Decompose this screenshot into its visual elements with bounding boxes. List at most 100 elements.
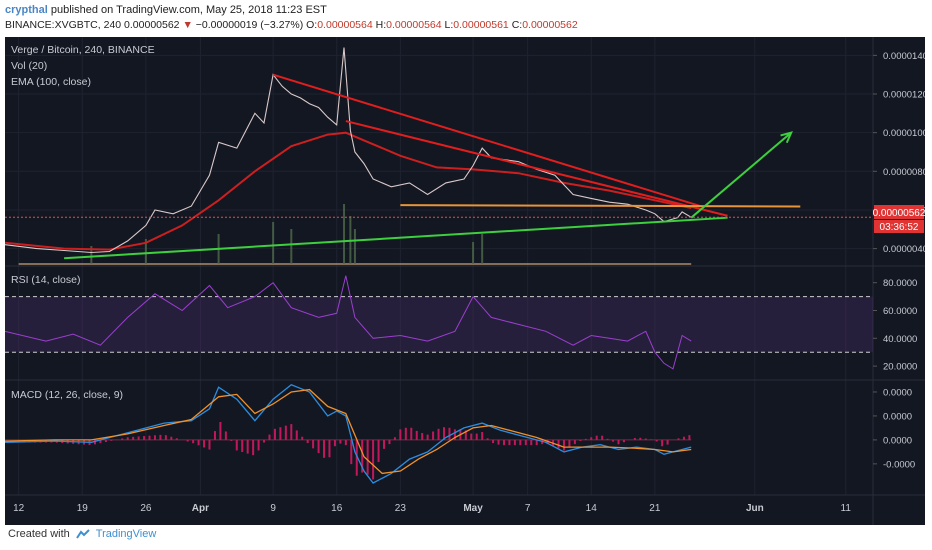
footer-brand[interactable]: TradingView [95, 528, 157, 540]
volume-bar [144, 239, 147, 264]
macd-histogram-bar [606, 438, 609, 440]
macd-histogram-bar [448, 427, 451, 440]
macd-histogram-bar [464, 430, 467, 440]
macd-histogram-bar [573, 439, 576, 445]
time-tick-label: 14 [586, 503, 598, 514]
macd-histogram-bar [644, 438, 647, 440]
volume-bar [343, 204, 346, 264]
macd-histogram-bar [268, 434, 271, 440]
published-text: published on TradingView.com, May 25, 20… [50, 4, 327, 16]
macd-tick-label: 0.0000 [883, 435, 912, 446]
macd-histogram-bar [350, 439, 353, 465]
trendline-descending-resistance [272, 73, 701, 208]
macd-histogram-bar [99, 439, 102, 444]
high-value: 0.00000564 [386, 19, 442, 31]
macd-histogram-bar [557, 439, 560, 449]
macd-histogram-bar [93, 439, 96, 445]
legend-title: Verge / Bitcoin, 240, BINANCE [11, 44, 155, 56]
macd-histogram-bar [410, 427, 413, 440]
high-label: H: [375, 19, 387, 31]
macd-histogram-bar [263, 439, 266, 443]
volume-bar [290, 229, 293, 264]
price-tick-label: 0.00001400 [883, 51, 925, 62]
macd-histogram-bar [650, 439, 653, 440]
rsi-line [4, 275, 692, 370]
time-tick-label: 23 [395, 503, 407, 514]
tradingview-logo-icon [75, 529, 90, 539]
legend-macd: MACD (12, 26, close, 9) [11, 389, 123, 401]
volume-bar [472, 242, 475, 264]
volume-bar [90, 246, 93, 264]
macd-histogram-bar [137, 436, 140, 440]
rsi-tick-label: 40.0000 [883, 334, 917, 345]
macd-histogram-bar [203, 439, 206, 448]
symbol-label: BINANCE:XVGBTC, 240 [5, 19, 122, 31]
price-series [4, 47, 692, 254]
macd-histogram-bar [273, 428, 276, 440]
rsi-axis-ticks: 80.0000 60.0000 40.0000 20.0000 [873, 278, 917, 373]
macd-histogram-bar [442, 427, 445, 440]
trendline-horizontal-support [400, 204, 801, 208]
macd-histogram-bar [612, 439, 615, 442]
macd-histogram-bar [666, 439, 669, 445]
macd-histogram-bar [535, 439, 538, 446]
macd-histogram-bar [366, 439, 369, 475]
header-line-1: crypthal published on TradingView.com, M… [5, 4, 327, 16]
macd-histogram-bar [492, 439, 495, 444]
macd-histogram-bar [104, 439, 107, 443]
macd-histogram-bar [110, 439, 113, 441]
macd-histogram-bar [301, 436, 304, 440]
macd-histogram-bar [213, 431, 216, 440]
macd-histogram-bar [295, 430, 298, 440]
time-tick-label: 21 [649, 503, 661, 514]
time-tick-label: 26 [140, 503, 152, 514]
macd-histogram-bar [639, 437, 642, 440]
legend-rsi: RSI (14, close) [11, 274, 80, 286]
chart-svg[interactable]: 0.00001400 0.00001200 0.00001000 0.00000800… [4, 37, 932, 525]
time-tick-label: 9 [270, 503, 276, 514]
macd-histogram-bar [290, 424, 293, 440]
low-value: 0.00000561 [453, 19, 509, 31]
legend-ema: EMA (100, close) [11, 76, 91, 88]
rsi-band-fill [5, 296, 873, 353]
macd-histogram-bar [530, 439, 533, 446]
trendlines[interactable] [64, 73, 801, 260]
macd-histogram-bar [421, 433, 424, 440]
time-tick-label: 12 [13, 503, 25, 514]
trendline-projection [690, 131, 792, 219]
macd-histogram-bar [568, 439, 571, 448]
macd-histogram-bar [497, 439, 500, 445]
macd-histogram-bar [513, 439, 516, 446]
macd-tick-label: -0.0000 [883, 459, 915, 470]
price-tick-label: 0.00001200 [883, 90, 925, 101]
macd-histogram-bar [328, 439, 331, 458]
macd-histogram-bar [252, 439, 255, 456]
macd-histogram-bar [502, 439, 505, 446]
macd-histogram-bar [192, 439, 195, 444]
ema-line [4, 131, 692, 251]
macd-histogram-bar [677, 438, 680, 440]
macd-histogram-bar [344, 439, 347, 446]
macd-histogram-bar [508, 439, 511, 446]
macd-tick-label: 0.0000 [883, 411, 912, 422]
macd-histogram-bar [208, 439, 211, 450]
macd-histogram-bar [688, 435, 691, 440]
macd-histogram-bar [355, 439, 358, 476]
macd-tick-label: 0.0000 [883, 387, 912, 398]
volume-bar [481, 234, 484, 264]
author-name[interactable]: crypthal [5, 4, 48, 16]
macd-axis-ticks: 0.0000 0.0000 0.0000 -0.0000 [873, 387, 915, 470]
macd-histogram-bar [475, 433, 478, 440]
macd-histogram-bar [383, 439, 386, 449]
rsi-tick-label: 60.0000 [883, 306, 917, 317]
legend-vol: Vol (20) [11, 60, 47, 72]
time-tick-label: Apr [192, 503, 209, 514]
chart-area[interactable]: 0.00001400 0.00001200 0.00001000 0.00000800… [4, 37, 932, 525]
macd-histogram-bar [404, 427, 407, 440]
macd-histogram-bar [132, 436, 135, 440]
macd-histogram-bar [393, 437, 396, 440]
macd-histogram-bar [121, 438, 124, 440]
rsi-tick-label: 20.0000 [883, 362, 917, 373]
signal-line [4, 388, 692, 475]
macd-histogram-bar [437, 428, 440, 440]
